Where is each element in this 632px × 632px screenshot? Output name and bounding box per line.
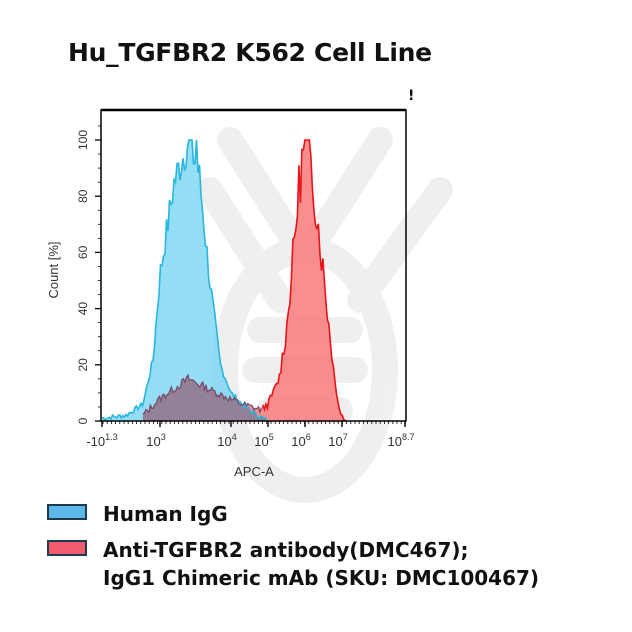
x-tick-label: 105	[254, 432, 273, 449]
legend-item-human-igg: Human IgG	[47, 500, 539, 528]
x-axis-label: APC-A	[234, 464, 274, 479]
y-tick-label: 40	[76, 302, 90, 316]
legend-item-anti-tgfbr2: Anti-TGFBR2 antibody(DMC467); IgG1 Chime…	[47, 536, 539, 592]
series-anti-tgfbr2	[142, 140, 346, 421]
x-tick-label: 103	[146, 432, 165, 449]
x-tick-label: 108.7	[388, 432, 415, 449]
y-axis: 0 20 40 60 80 100	[76, 125, 101, 424]
y-axis-label: Count [%]	[46, 241, 61, 298]
legend-label: Anti-TGFBR2 antibody(DMC467); IgG1 Chime…	[103, 538, 540, 590]
legend: Human IgG Anti-TGFBR2 antibody(DMC467); …	[47, 500, 539, 600]
legend-swatch-red	[47, 540, 87, 556]
y-tick-label: 0	[76, 417, 90, 424]
x-tick-label: -101.3	[86, 432, 117, 449]
x-tick-label: 104	[217, 432, 236, 449]
x-tick-label: 107	[328, 432, 347, 449]
series-layer	[101, 139, 346, 422]
legend-swatch-blue	[47, 504, 87, 520]
y-tick-label: 80	[76, 189, 90, 203]
y-tick-label: 100	[76, 130, 90, 150]
y-tick-label: 20	[76, 358, 90, 372]
y-tick-label: 60	[76, 245, 90, 259]
chart-title: Hu_TGFBR2 K562 Cell Line	[68, 38, 432, 67]
series-human-igg	[102, 140, 267, 421]
x-tick-label: 106	[291, 432, 310, 449]
legend-label: Human IgG	[103, 502, 228, 526]
x-axis: -101.3 103 104 105 106 107 108.7	[86, 421, 414, 449]
corner-mark: !	[408, 88, 415, 104]
